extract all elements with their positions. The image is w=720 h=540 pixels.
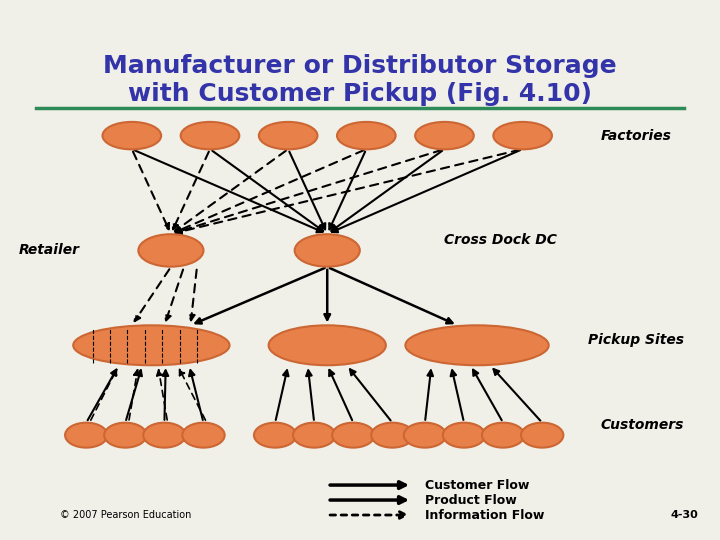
Ellipse shape (259, 122, 318, 150)
Text: Cross Dock DC: Cross Dock DC (444, 233, 557, 247)
Ellipse shape (415, 122, 474, 150)
Ellipse shape (404, 423, 446, 448)
Ellipse shape (104, 423, 146, 448)
Ellipse shape (182, 423, 225, 448)
Ellipse shape (269, 325, 386, 365)
Text: Retailer: Retailer (19, 244, 80, 258)
Text: Customers: Customers (600, 418, 684, 432)
Text: Product Flow: Product Flow (425, 494, 517, 507)
Ellipse shape (294, 234, 360, 267)
Ellipse shape (143, 423, 186, 448)
Text: © 2007 Pearson Education: © 2007 Pearson Education (60, 510, 192, 520)
Ellipse shape (102, 122, 161, 150)
Ellipse shape (73, 325, 230, 365)
Text: Manufacturer or Distributor Storage
with Customer Pickup (Fig. 4.10): Manufacturer or Distributor Storage with… (103, 54, 617, 106)
Text: Pickup Sites: Pickup Sites (588, 333, 684, 347)
Ellipse shape (181, 122, 239, 150)
Text: Customer Flow: Customer Flow (425, 478, 529, 491)
Text: 4-30: 4-30 (671, 510, 698, 520)
Ellipse shape (65, 423, 107, 448)
Ellipse shape (337, 122, 395, 150)
Ellipse shape (405, 325, 549, 365)
Ellipse shape (482, 423, 524, 448)
Ellipse shape (372, 423, 413, 448)
Ellipse shape (138, 234, 204, 267)
Ellipse shape (332, 423, 374, 448)
Ellipse shape (293, 423, 336, 448)
Ellipse shape (443, 423, 485, 448)
Ellipse shape (254, 423, 297, 448)
Text: Factories: Factories (600, 129, 672, 143)
Ellipse shape (521, 423, 563, 448)
Text: Information Flow: Information Flow (425, 509, 544, 522)
Ellipse shape (493, 122, 552, 150)
